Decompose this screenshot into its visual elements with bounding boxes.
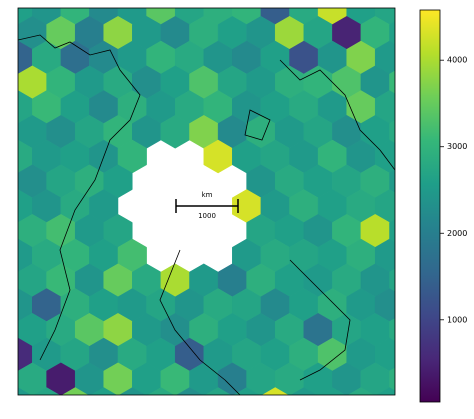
hexbin-cell xyxy=(389,318,395,342)
hexbin-cell xyxy=(261,387,289,395)
hexbin-cell xyxy=(176,387,203,395)
hexbin-cell xyxy=(18,8,33,25)
hexbin-cell xyxy=(61,387,89,395)
hexbin-cell xyxy=(233,387,261,395)
colorbar xyxy=(419,9,441,403)
coastlines xyxy=(18,34,395,395)
hexbin-cell xyxy=(376,387,395,395)
scale-bar-length: 1000 xyxy=(198,212,216,220)
hexbin-cell xyxy=(18,387,32,395)
hexbin-cell xyxy=(318,387,346,395)
hexbin-cell xyxy=(33,387,61,395)
colorbar-tick-label: 4000 xyxy=(447,56,467,65)
hexbin-cell xyxy=(118,387,146,395)
colorbar-tick-label: 1000 xyxy=(447,315,467,324)
coastline xyxy=(18,34,141,361)
hexbin-cell xyxy=(389,70,395,94)
hexbin-cell xyxy=(389,120,395,144)
hexbin-cell xyxy=(204,387,232,395)
scale-bar-unit: km xyxy=(202,191,213,199)
hexbin-cell xyxy=(147,387,175,395)
hexbin-cell xyxy=(389,219,395,243)
hexbin-cell xyxy=(389,268,395,292)
hexbin-cell xyxy=(290,387,318,395)
hexbin-cell xyxy=(389,367,395,391)
colorbar-tick-label: 2000 xyxy=(447,229,467,238)
hexbin-cell xyxy=(389,169,395,193)
hexbin-cell xyxy=(389,21,395,45)
coastline xyxy=(244,109,271,141)
scale-bar xyxy=(175,199,239,213)
map-frame xyxy=(17,7,396,396)
hexbin-cell xyxy=(347,387,375,395)
colorbar-tick-label: 3000 xyxy=(447,142,467,151)
hexbin-layer xyxy=(18,8,395,395)
coastline xyxy=(279,59,395,171)
coastline xyxy=(159,249,241,395)
colorbar-axis: 1000 2000 3000 4000 xyxy=(440,56,467,324)
hexbin-cell xyxy=(90,387,118,395)
coastline xyxy=(289,259,351,381)
